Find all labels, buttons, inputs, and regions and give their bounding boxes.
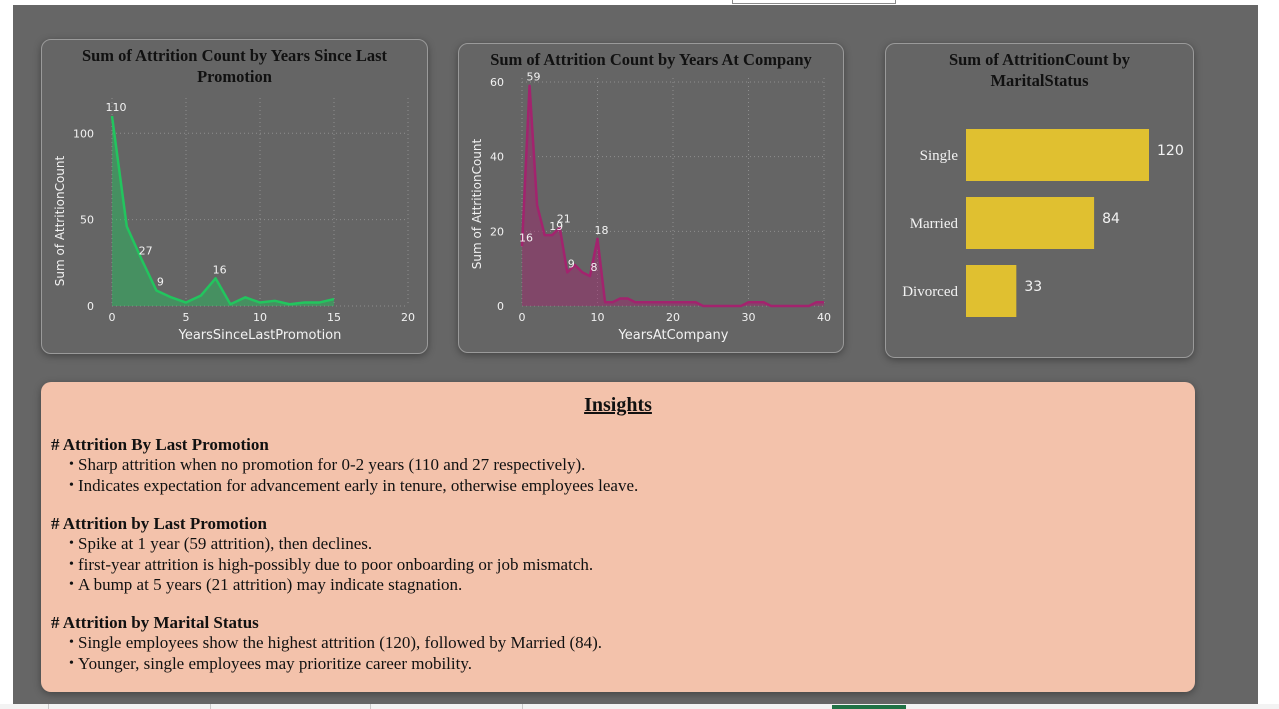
insight-heading: # Attrition By Last Promotion xyxy=(51,435,269,454)
data-label: 27 xyxy=(139,244,153,257)
insight-bullet: first-year attrition is high-possibly du… xyxy=(69,555,593,576)
x-tick-label: 15 xyxy=(327,311,341,324)
insight-heading: # Attrition by Last Promotion xyxy=(51,514,267,533)
data-label: 8 xyxy=(590,261,597,274)
x-axis-title: YearsSinceLastPromotion xyxy=(178,328,342,343)
insight-section: # Attrition By Last Promotion Sharp attr… xyxy=(51,434,638,496)
chart-card-marital-status[interactable]: Sum of AttritionCount by MaritalStatus S… xyxy=(885,43,1194,358)
data-label: 19 xyxy=(549,220,563,233)
insight-section: # Attrition by Last Promotion Spike at 1… xyxy=(51,513,593,596)
insights-title: Insights xyxy=(584,394,652,416)
x-tick-label: 10 xyxy=(591,311,605,324)
bar xyxy=(966,129,1149,181)
data-label: 9 xyxy=(157,275,164,288)
y-tick-label: 60 xyxy=(490,76,504,89)
y-tick-label: 40 xyxy=(490,151,504,164)
category-label: Single xyxy=(920,148,959,164)
sheet-tab-strip xyxy=(0,704,1279,709)
x-tick-label: 0 xyxy=(519,311,526,324)
data-label: 59 xyxy=(527,71,541,84)
y-axis-title: Sum of AttritionCount xyxy=(470,139,484,270)
bar xyxy=(966,197,1095,249)
category-label: Divorced xyxy=(902,284,958,300)
insight-bullet: Younger, single employees may prioritize… xyxy=(69,654,602,675)
insight-bullet: Single employees show the highest attrit… xyxy=(69,633,602,654)
x-tick-label: 0 xyxy=(109,311,116,324)
top-strip xyxy=(0,0,1279,5)
data-label: 16 xyxy=(519,231,533,244)
sheet-tab-divider xyxy=(522,704,523,709)
data-label: 18 xyxy=(595,224,609,237)
x-tick-label: 10 xyxy=(253,311,267,324)
marital-status-bar-chart: Single 120 Married 84 Divorced 33 xyxy=(902,129,1184,317)
active-sheet-tab[interactable] xyxy=(832,705,906,709)
data-label: 120 xyxy=(1157,143,1184,159)
series-line xyxy=(110,115,335,306)
x-tick-label: 5 xyxy=(183,311,190,324)
y-tick-label: 100 xyxy=(73,127,94,140)
insight-section: # Attrition by Marital Status Single emp… xyxy=(51,612,602,674)
area-fill xyxy=(112,116,334,306)
x-tick-label: 20 xyxy=(401,311,415,324)
insight-bullet: Spike at 1 year (59 attrition), then dec… xyxy=(69,534,593,555)
data-label: 110 xyxy=(106,101,127,114)
y-axis-title: Sum of AttritionCount xyxy=(53,156,67,287)
chart-title: Sum of Attrition Count by Years Since La… xyxy=(81,46,388,86)
x-tick-label: 30 xyxy=(742,311,756,324)
x-tick-label: 20 xyxy=(666,311,680,324)
sheet-tab-divider xyxy=(370,704,371,709)
chart-title: Sum of Attrition Count by Years At Compa… xyxy=(490,50,812,69)
chart-card-years-at-company[interactable]: Sum of Attrition Count by Years At Compa… xyxy=(458,43,844,353)
x-tick-label: 40 xyxy=(817,311,831,324)
chart-title: Sum of AttritionCount by MaritalStatus xyxy=(948,50,1131,90)
insight-heading: # Attrition by Marital Status xyxy=(51,613,259,632)
data-label: 33 xyxy=(1024,279,1042,295)
x-axis-title: YearsAtCompany xyxy=(618,328,729,343)
chart-card-promotion[interactable]: Sum of Attrition Count by Years Since La… xyxy=(41,39,428,354)
data-label: 9 xyxy=(568,257,575,270)
data-label: 84 xyxy=(1102,211,1120,227)
y-tick-label: 20 xyxy=(490,225,504,238)
data-label: 16 xyxy=(213,263,227,276)
insight-bullet: Indicates expectation for advancement ea… xyxy=(69,476,638,497)
insight-bullet: A bump at 5 years (21 attrition) may ind… xyxy=(69,575,593,596)
category-label: Married xyxy=(910,216,959,232)
bar xyxy=(966,265,1017,317)
data-label: 21 xyxy=(557,213,571,226)
sheet-tab-divider xyxy=(210,704,211,709)
y-tick-label: 50 xyxy=(80,214,94,227)
area-fill xyxy=(522,85,824,306)
sheet-tab-divider xyxy=(48,704,49,709)
promotion-area-chart: 0 5 10 15 20 0 50 100 110 27 9 16 YearsSinceLastProm… xyxy=(53,98,415,343)
top-tab[interactable] xyxy=(732,0,896,4)
insight-bullet: Sharp attrition when no promotion for 0-… xyxy=(69,455,638,476)
y-tick-label: 0 xyxy=(497,300,504,313)
y-tick-label: 0 xyxy=(87,300,94,313)
insights-panel: Insights # Attrition By Last Promotion S… xyxy=(41,382,1195,692)
series-line xyxy=(520,84,824,308)
